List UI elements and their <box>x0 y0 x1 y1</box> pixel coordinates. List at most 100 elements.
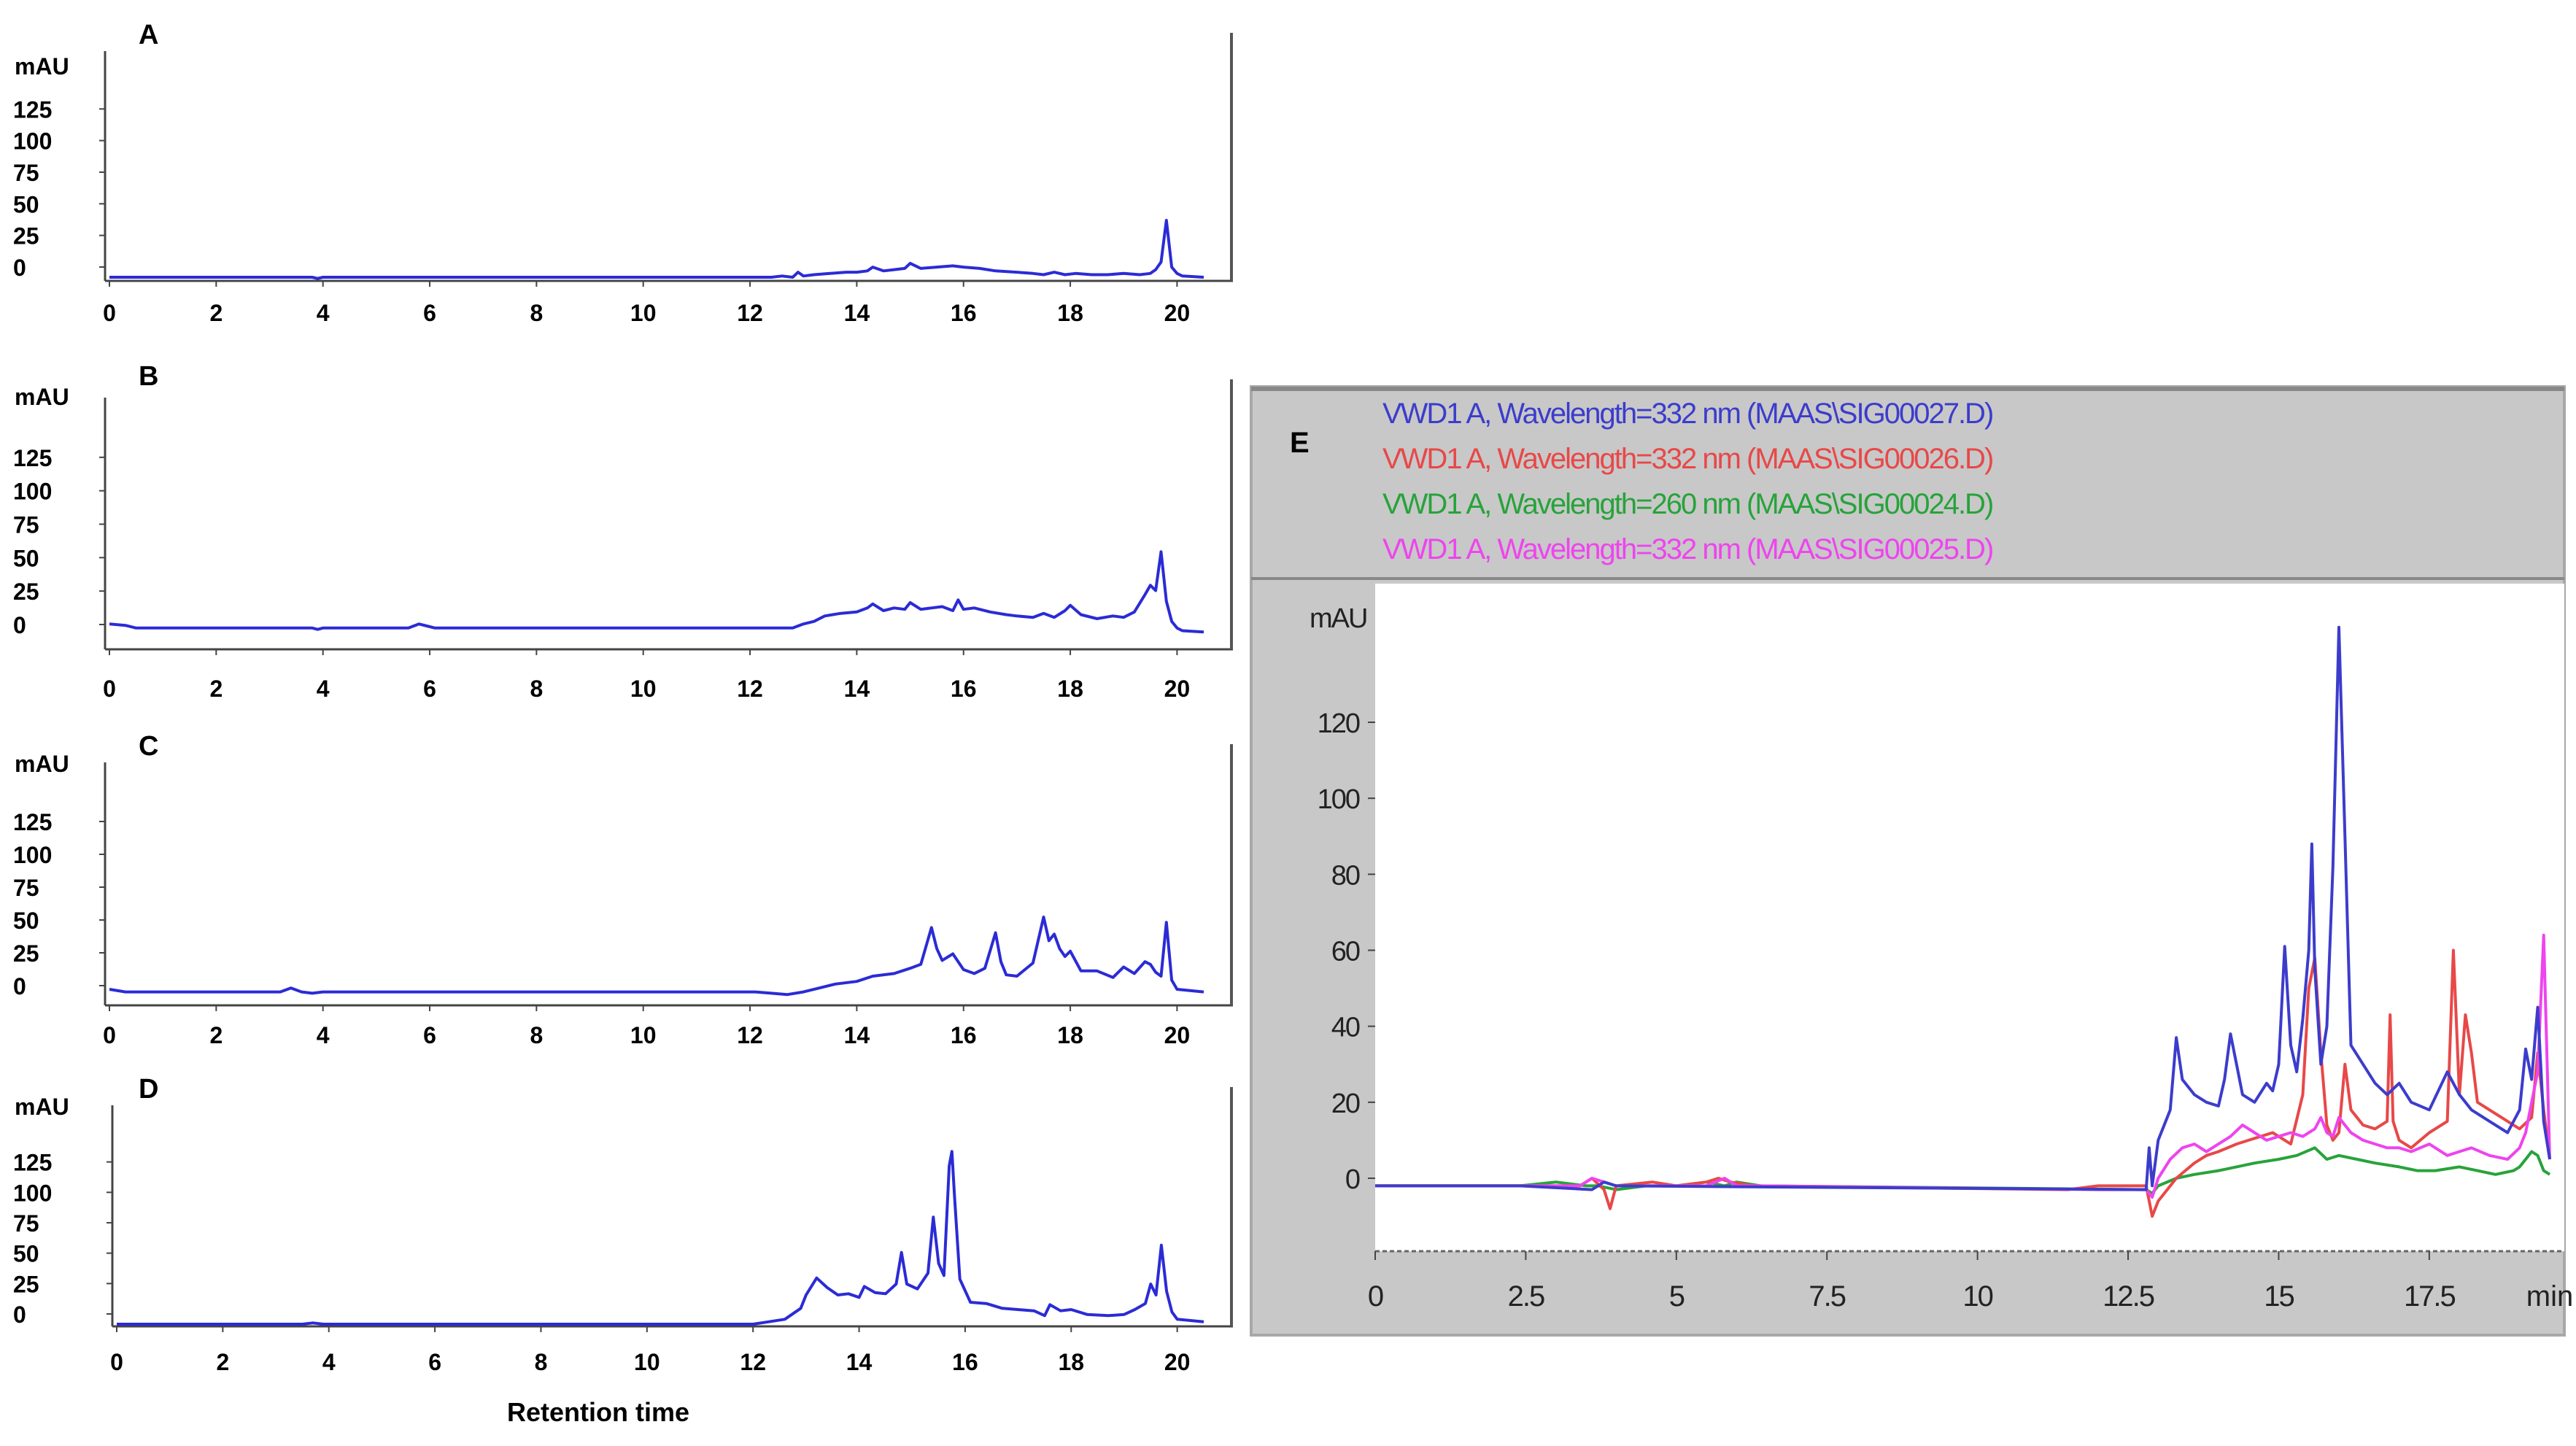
x-tick-label: 0 <box>1368 1280 1383 1312</box>
x-axis-unit-label: min <box>2526 1280 2573 1312</box>
y-tick-label: 100 <box>13 479 52 505</box>
y-tick-label: 100 <box>13 842 52 868</box>
panel-label: C <box>139 731 158 762</box>
x-tick-label: 16 <box>951 300 977 326</box>
x-tick-label: 14 <box>844 676 870 702</box>
series-line <box>1375 948 2551 1218</box>
y-tick-label: 75 <box>13 160 39 186</box>
y-tick-label: 40 <box>1331 1013 1360 1043</box>
y-tick-label: 100 <box>13 128 52 155</box>
plot-area <box>1375 584 2564 1251</box>
y-tick-label: 75 <box>13 875 39 901</box>
y-axis-unit-label: mAU <box>15 53 69 80</box>
x-tick-label: 2 <box>209 676 223 702</box>
y-tick-label: 125 <box>13 445 52 471</box>
panel-label: B <box>139 361 158 392</box>
x-tick-label: 4 <box>322 1349 336 1375</box>
x-tick-label: 12 <box>737 300 763 326</box>
x-tick-label: 5 <box>1669 1280 1685 1312</box>
legend-entry: VWD1 A, Wavelength=260 nm (MAAS\SIG00024… <box>1382 488 1992 520</box>
series-line <box>1375 933 2551 1199</box>
x-tick-label: 10 <box>1962 1280 1992 1312</box>
legend-entry: VWD1 A, Wavelength=332 nm (MAAS\SIG00025… <box>1382 533 1992 565</box>
x-tick-label: 10 <box>630 1022 657 1048</box>
y-tick-label: 100 <box>1318 784 1360 815</box>
x-tick-label: 6 <box>423 300 436 326</box>
x-tick-label: 2 <box>209 300 223 326</box>
panel-label: E <box>1290 427 1310 459</box>
y-axis-unit-label: mAU <box>1310 603 1366 634</box>
x-tick-label: 18 <box>1058 1349 1084 1375</box>
x-tick-label: 18 <box>1057 300 1083 326</box>
panel-e: E VWD1 A, Wavelength=332 nm (MAAS\SIG0002… <box>1250 385 2573 1337</box>
x-tick-label: 14 <box>844 300 870 326</box>
y-tick-label: 125 <box>13 96 52 123</box>
y-tick-label: 75 <box>13 1210 39 1237</box>
y-tick-label: 50 <box>13 191 39 217</box>
x-tick-label: 12 <box>737 1022 763 1048</box>
chromatogram-line <box>109 550 1204 634</box>
x-axis-title: Retention time <box>507 1397 689 1427</box>
x-tick-label: 2 <box>216 1349 229 1375</box>
y-tick-label: 0 <box>13 973 26 1000</box>
chromatogram-line <box>109 219 1204 280</box>
x-tick-label: 6 <box>423 1022 436 1048</box>
y-tick-label: 80 <box>1331 860 1360 891</box>
x-tick-label: 0 <box>103 300 116 326</box>
y-tick-label: 0 <box>1345 1164 1360 1195</box>
y-tick-label: 20 <box>1331 1089 1360 1119</box>
y-tick-label: 60 <box>1331 937 1360 967</box>
x-tick-label: 8 <box>530 676 543 702</box>
x-tick-label: 10 <box>630 300 657 326</box>
y-tick-label: 50 <box>13 908 39 934</box>
x-tick-label: 0 <box>110 1349 123 1375</box>
y-tick-label: 50 <box>13 545 39 571</box>
x-tick-label: 0 <box>103 1022 116 1048</box>
y-tick-label: 125 <box>13 809 52 835</box>
panel-label: A <box>139 20 158 50</box>
x-tick-label: 20 <box>1164 676 1191 702</box>
x-tick-label: 4 <box>317 676 330 702</box>
x-tick-label: 14 <box>844 1022 870 1048</box>
y-tick-label: 25 <box>13 579 39 605</box>
x-tick-label: 12.5 <box>2103 1280 2154 1312</box>
y-tick-label: 25 <box>13 1271 39 1297</box>
x-tick-label: 10 <box>630 676 657 702</box>
x-tick-label: 20 <box>1164 1349 1191 1375</box>
x-tick-label: 8 <box>530 1022 543 1048</box>
y-tick-label: 25 <box>13 223 39 250</box>
legend-entry: VWD1 A, Wavelength=332 nm (MAAS\SIG00026… <box>1382 443 1992 475</box>
x-tick-label: 16 <box>951 1022 977 1048</box>
y-tick-label: 25 <box>13 940 39 967</box>
x-tick-label: 20 <box>1164 300 1191 326</box>
x-tick-label: 12 <box>737 676 763 702</box>
y-tick-label: 120 <box>1318 708 1360 739</box>
x-tick-label: 18 <box>1057 1022 1083 1048</box>
x-tick-label: 14 <box>846 1349 873 1375</box>
x-tick-label: 4 <box>317 300 330 326</box>
y-tick-label: 50 <box>13 1241 39 1267</box>
y-tick-label: 75 <box>13 512 39 538</box>
y-tick-label: 0 <box>13 1302 26 1328</box>
x-tick-label: 17.5 <box>2404 1280 2456 1312</box>
x-tick-label: 2.5 <box>1508 1280 1544 1312</box>
x-tick-label: 16 <box>951 676 977 702</box>
legend-entry: VWD1 A, Wavelength=332 nm (MAAS\SIG00027… <box>1382 398 1992 430</box>
x-tick-label: 7.5 <box>1809 1280 1845 1312</box>
x-tick-label: 15 <box>2264 1280 2294 1312</box>
x-tick-label: 2 <box>209 1022 223 1048</box>
x-tick-label: 6 <box>423 676 436 702</box>
y-tick-label: 0 <box>13 612 26 638</box>
x-tick-label: 0 <box>103 676 116 702</box>
chromatogram-line <box>117 1150 1204 1326</box>
y-axis-unit-label: mAU <box>15 751 69 777</box>
x-tick-label: 8 <box>530 300 543 326</box>
panel-label: D <box>139 1074 158 1105</box>
